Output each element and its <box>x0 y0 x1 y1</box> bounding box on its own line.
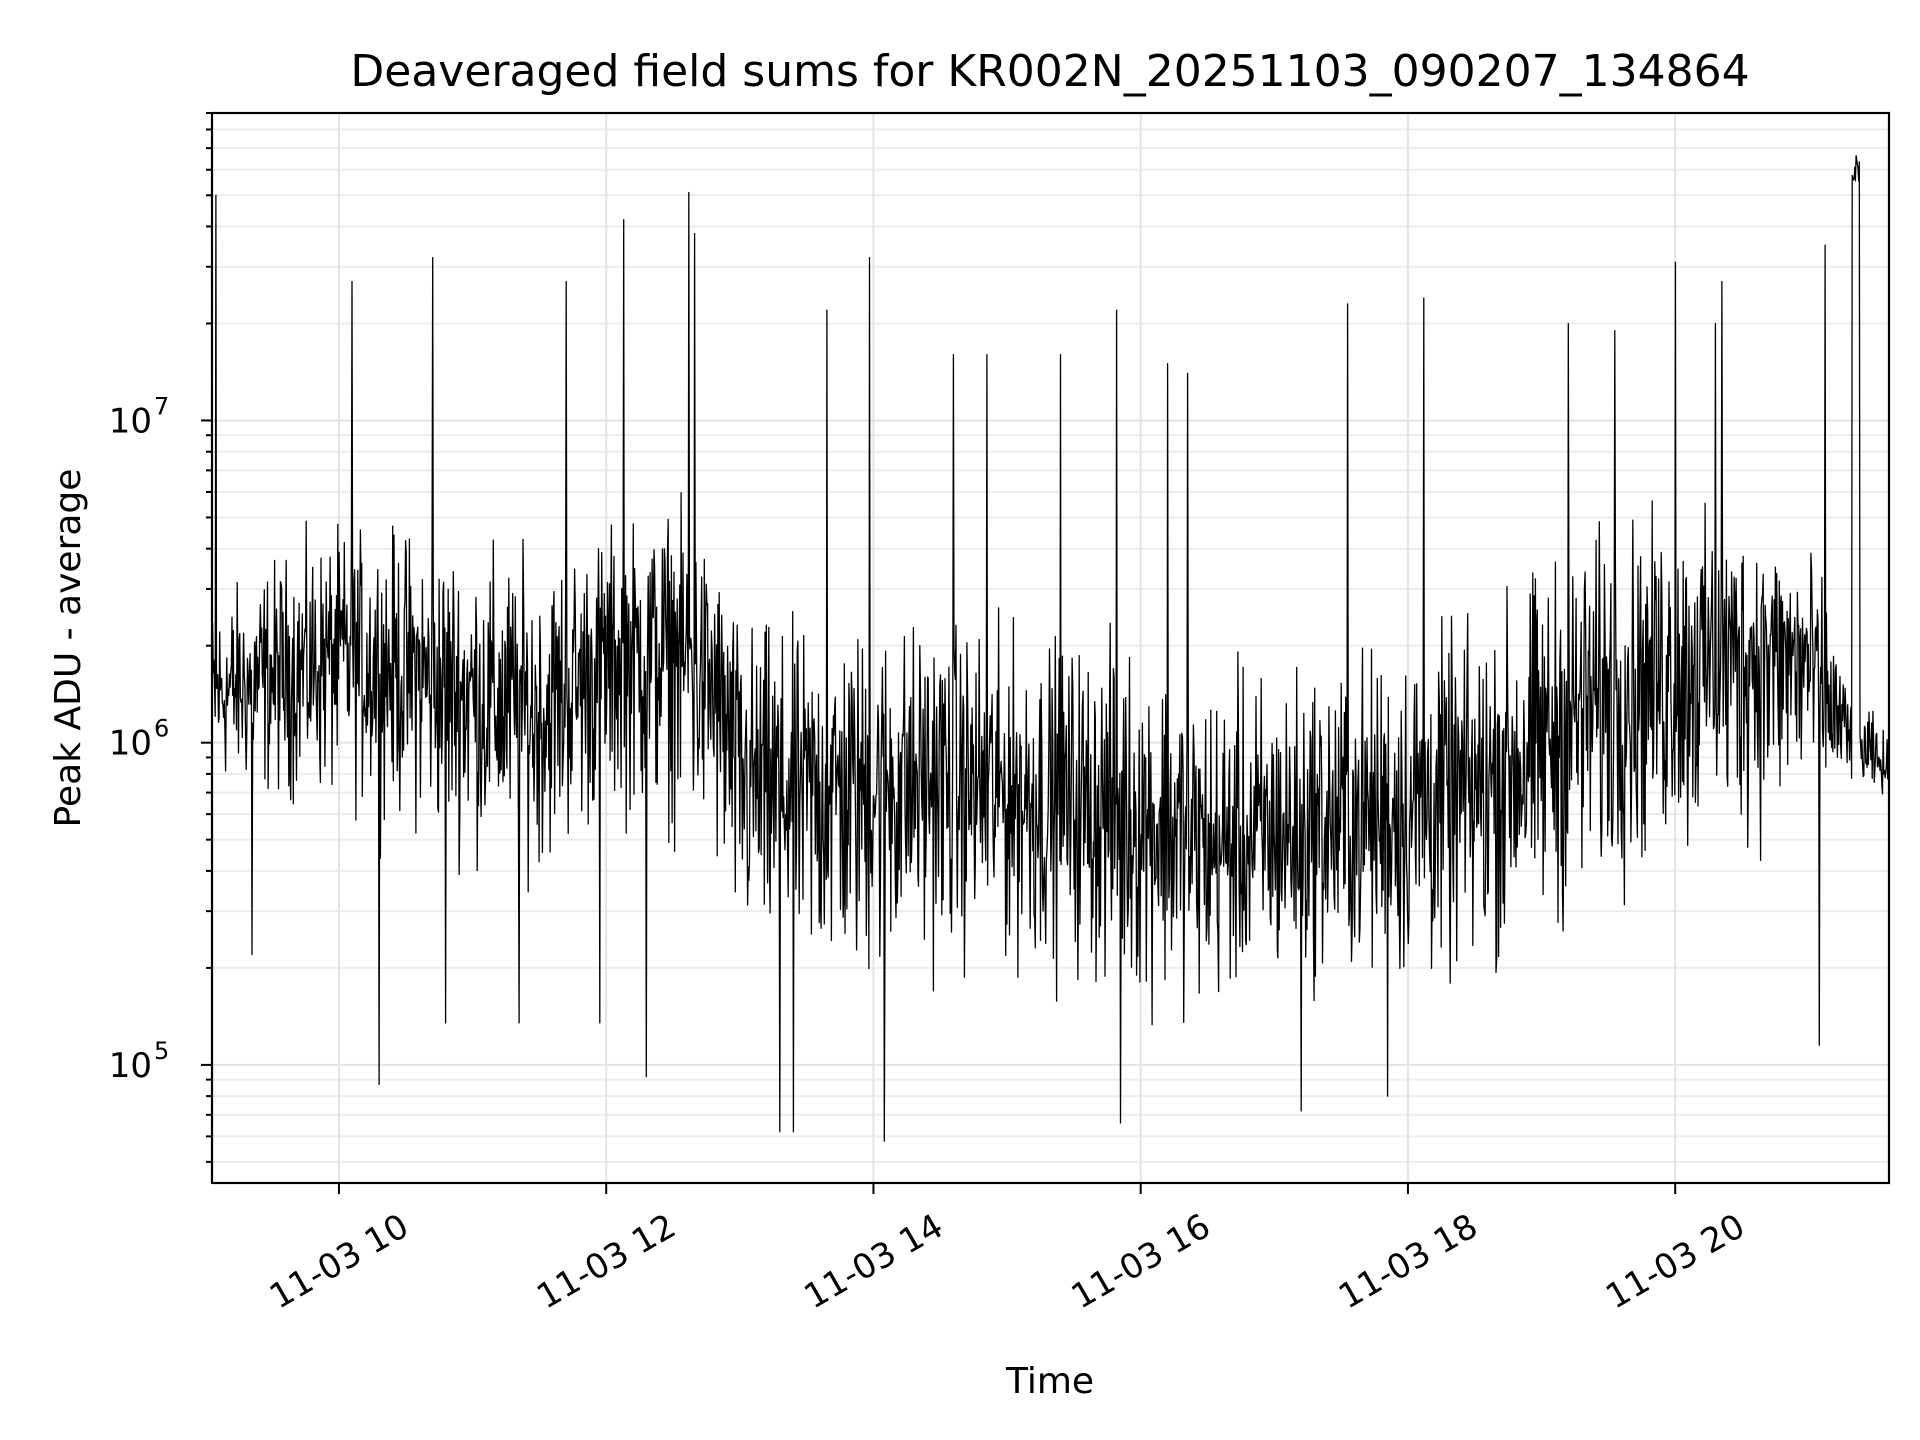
y-axis-label: Peak ADU - average <box>48 469 89 828</box>
chart-title: Deaveraged field sums for KR002N_2025110… <box>350 46 1749 97</box>
y-tick-exponent: 7 <box>154 392 169 420</box>
y-tick-label: 10 <box>109 724 152 764</box>
data-series <box>211 154 1890 1142</box>
plot-frame <box>210 111 1891 1185</box>
x-axis-label: Time <box>1005 1361 1094 1402</box>
y-tick-exponent: 6 <box>154 715 169 743</box>
y-tick-label: 10 <box>109 401 152 441</box>
y-tick-exponent: 5 <box>154 1037 169 1065</box>
series-line <box>211 154 1890 1142</box>
y-tick-label: 10 <box>109 1046 152 1086</box>
